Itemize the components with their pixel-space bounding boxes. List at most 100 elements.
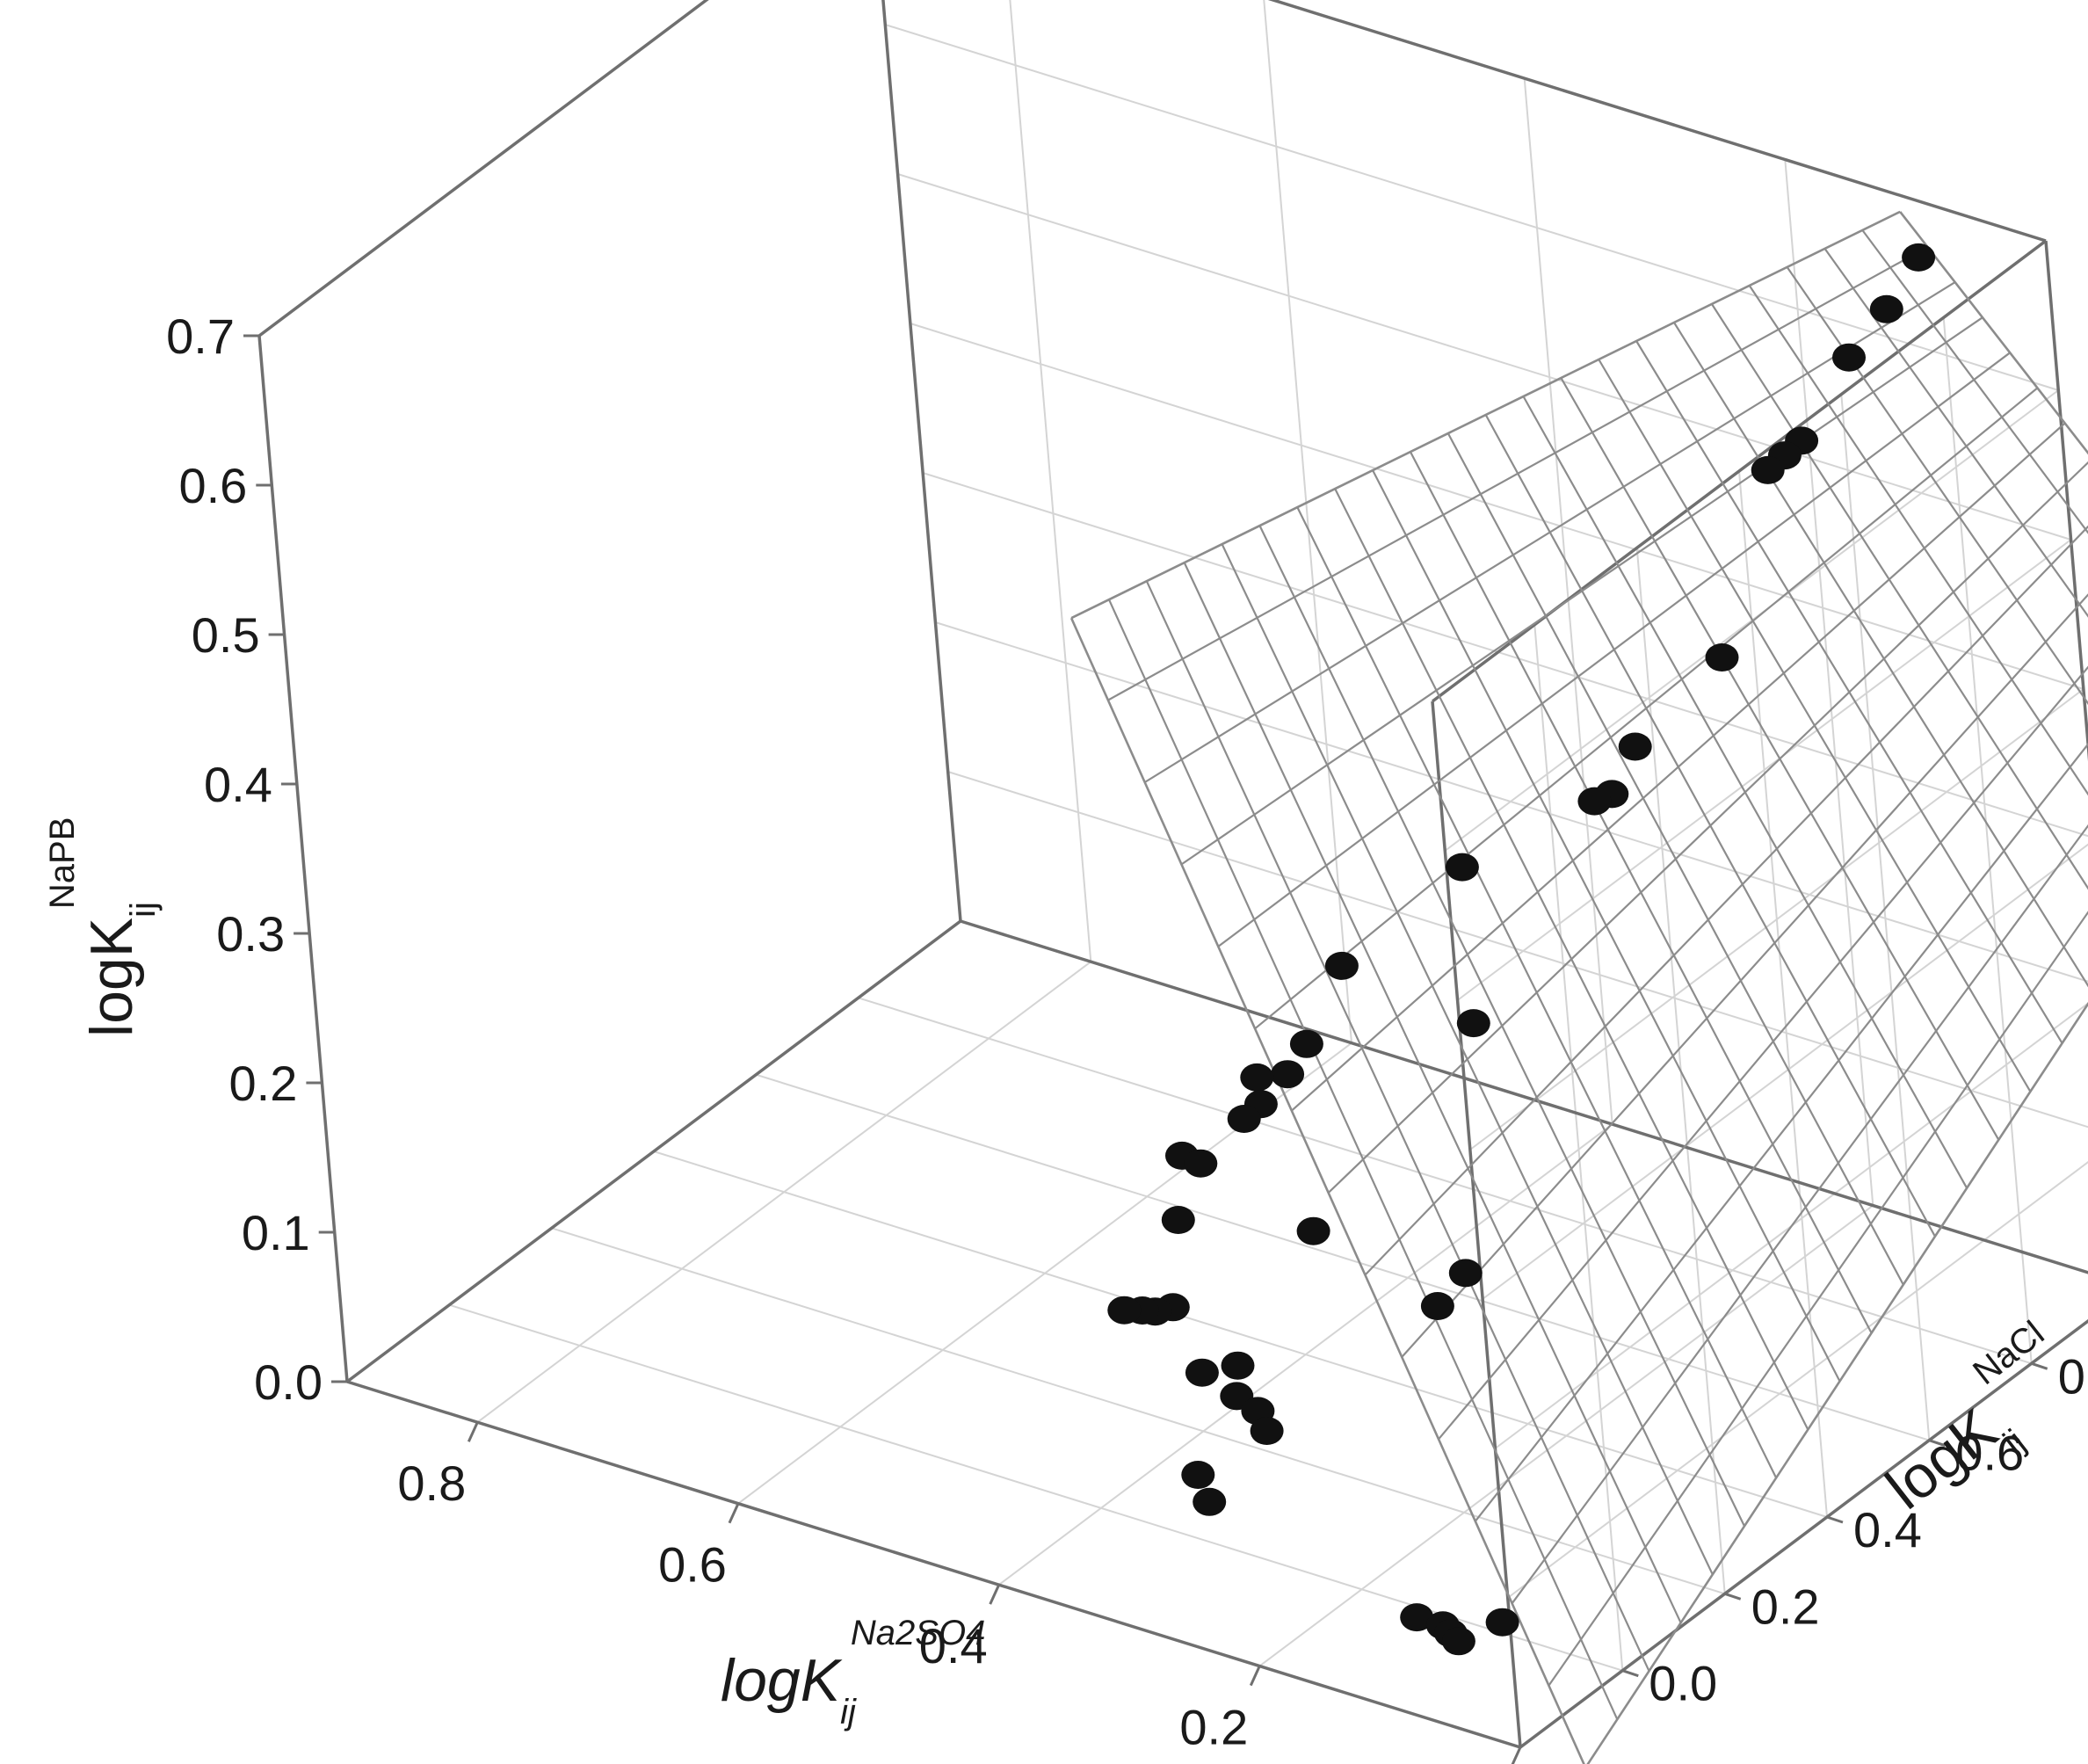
y-tick-label: 0.8 <box>2058 1348 2088 1404</box>
back-corner-vertical-edge <box>2044 240 2088 762</box>
y-tick-label: 0.4 <box>1853 1502 1922 1557</box>
side-wall-grid-line <box>1494 1002 2088 1449</box>
top-back-edge <box>1267 0 2047 243</box>
x-tick-mark <box>989 1584 1001 1605</box>
side-wall-grid-line <box>1456 539 2072 1001</box>
side-wall-grid-line <box>1507 1161 2088 1599</box>
floor-grid-line <box>756 1073 1930 1441</box>
data-point <box>1296 1216 1330 1245</box>
back-left-vertical-edge <box>881 0 962 922</box>
data-point <box>1181 1461 1215 1489</box>
x-tick-label: 0.4 <box>919 1618 988 1673</box>
data-point <box>1271 1060 1305 1089</box>
x-axis-label-sub: ij <box>840 1693 857 1731</box>
data-point <box>1185 1358 1219 1387</box>
side-wall-grid-line <box>1469 688 2084 1151</box>
back-right-vertical-edge <box>1431 701 1522 1748</box>
mesh-line <box>1511 824 2088 1604</box>
x-tick-mark <box>1511 1746 1522 1764</box>
mesh-line <box>1291 422 2066 1112</box>
mesh-line <box>1899 211 2088 455</box>
axis-frame <box>257 0 2088 1749</box>
z-tick-label: 0.1 <box>242 1205 310 1260</box>
mesh-line <box>1180 316 1983 866</box>
data-point <box>1184 1149 1218 1178</box>
floor-grid-line <box>858 997 2032 1365</box>
data-point <box>1705 643 1739 671</box>
x-tick-mark <box>728 1503 740 1524</box>
svg-text:logKijNa2SO4: logKij Na2SO4 <box>721 1614 985 1731</box>
x-axis-line <box>346 1380 1521 1749</box>
mesh-line <box>1070 210 1901 620</box>
mesh-line <box>1107 246 1929 701</box>
data-point <box>1107 1296 1142 1325</box>
mesh-line <box>1474 743 2088 1522</box>
data-point <box>1240 1063 1274 1092</box>
z-tick-label: 0.3 <box>216 906 285 962</box>
data-point <box>1250 1417 1284 1445</box>
x-axis-label-base: logK <box>721 1647 843 1714</box>
left-floor-edge <box>345 919 962 1383</box>
floor-grid-line <box>551 1227 1725 1595</box>
data-point <box>1618 732 1652 761</box>
data-point <box>1445 853 1479 882</box>
top-right-edge <box>1431 239 2048 703</box>
data-point <box>1441 1627 1475 1656</box>
top-left-edge <box>257 0 709 338</box>
z-tick-label: 0.4 <box>204 757 272 812</box>
mesh-line <box>1438 665 2088 1441</box>
mesh-line <box>1217 352 2011 947</box>
y-tick-label: 0.2 <box>1751 1579 1820 1634</box>
mesh-line <box>1254 387 2039 1030</box>
mesh-line <box>1586 1001 2088 1764</box>
mesh-line <box>1144 281 1956 783</box>
z-tick-label: 0.0 <box>254 1354 323 1410</box>
data-point <box>1227 1105 1261 1133</box>
back-wall-grid-line <box>1270 0 2047 242</box>
side-wall-grid-line <box>1840 394 1931 1441</box>
y-tick-mark <box>1621 1669 1639 1678</box>
data-point <box>1420 1292 1454 1320</box>
data-point <box>1577 787 1612 816</box>
data-point <box>1902 243 1936 272</box>
mesh-line <box>1364 525 2088 1276</box>
data-point <box>1869 294 1903 323</box>
x-tick-label: 0.6 <box>658 1537 727 1593</box>
z-tick-label: 0.2 <box>229 1056 298 1111</box>
z-tick-label: 0.6 <box>178 458 247 513</box>
x-tick-mark <box>1249 1665 1261 1687</box>
y-tick-mark <box>1826 1515 1844 1524</box>
y-tick-mark <box>1928 1439 1946 1448</box>
y-tick-label: 0.0 <box>1649 1656 1717 1711</box>
z-axis-label-base: logK <box>78 918 145 1037</box>
x-tick-mark <box>467 1421 479 1442</box>
y-tick-mark <box>2031 1361 2048 1370</box>
z-axis-line <box>257 335 349 1383</box>
data-point <box>1485 1608 1519 1637</box>
svg-text:logKijNaPB: logKij NaPB <box>43 817 163 1037</box>
data-point <box>1400 1603 1434 1632</box>
x-tick-label: 0.8 <box>397 1455 466 1511</box>
side-wall-grid-line <box>1533 624 1624 1671</box>
data-point <box>1751 455 1785 484</box>
fitted-surface-mesh <box>1069 210 2088 1764</box>
data-point <box>1289 1029 1323 1058</box>
x-axis-title: logKij Na2SO4 <box>721 1614 985 1731</box>
mesh-line <box>1710 303 2088 890</box>
data-points <box>1107 243 1936 1656</box>
back-wall-grid-line <box>935 621 2088 983</box>
back-wall-grid-line <box>922 472 2088 838</box>
z-tick-label: 0.5 <box>192 607 260 663</box>
y-tick-mark <box>1724 1592 1742 1601</box>
back-wall-grid-line <box>897 173 2071 541</box>
side-wall-grid-line <box>1482 843 2088 1300</box>
data-point <box>1193 1487 1227 1516</box>
x-axis-label-sup: Na2SO4 <box>851 1614 985 1652</box>
back-wall-grid-line <box>947 771 2088 1129</box>
mesh-line <box>1327 461 2088 1194</box>
tick-labels: 0.0 0.1 0.2 0.3 0.4 0.5 0.6 0.7 0.0 0.2 0.4 0.6 0.8 0… <box>166 309 2088 1764</box>
z-axis-label-sub: ij <box>124 902 163 918</box>
mesh-line <box>1401 593 2088 1358</box>
grid-lines <box>449 0 2088 1748</box>
